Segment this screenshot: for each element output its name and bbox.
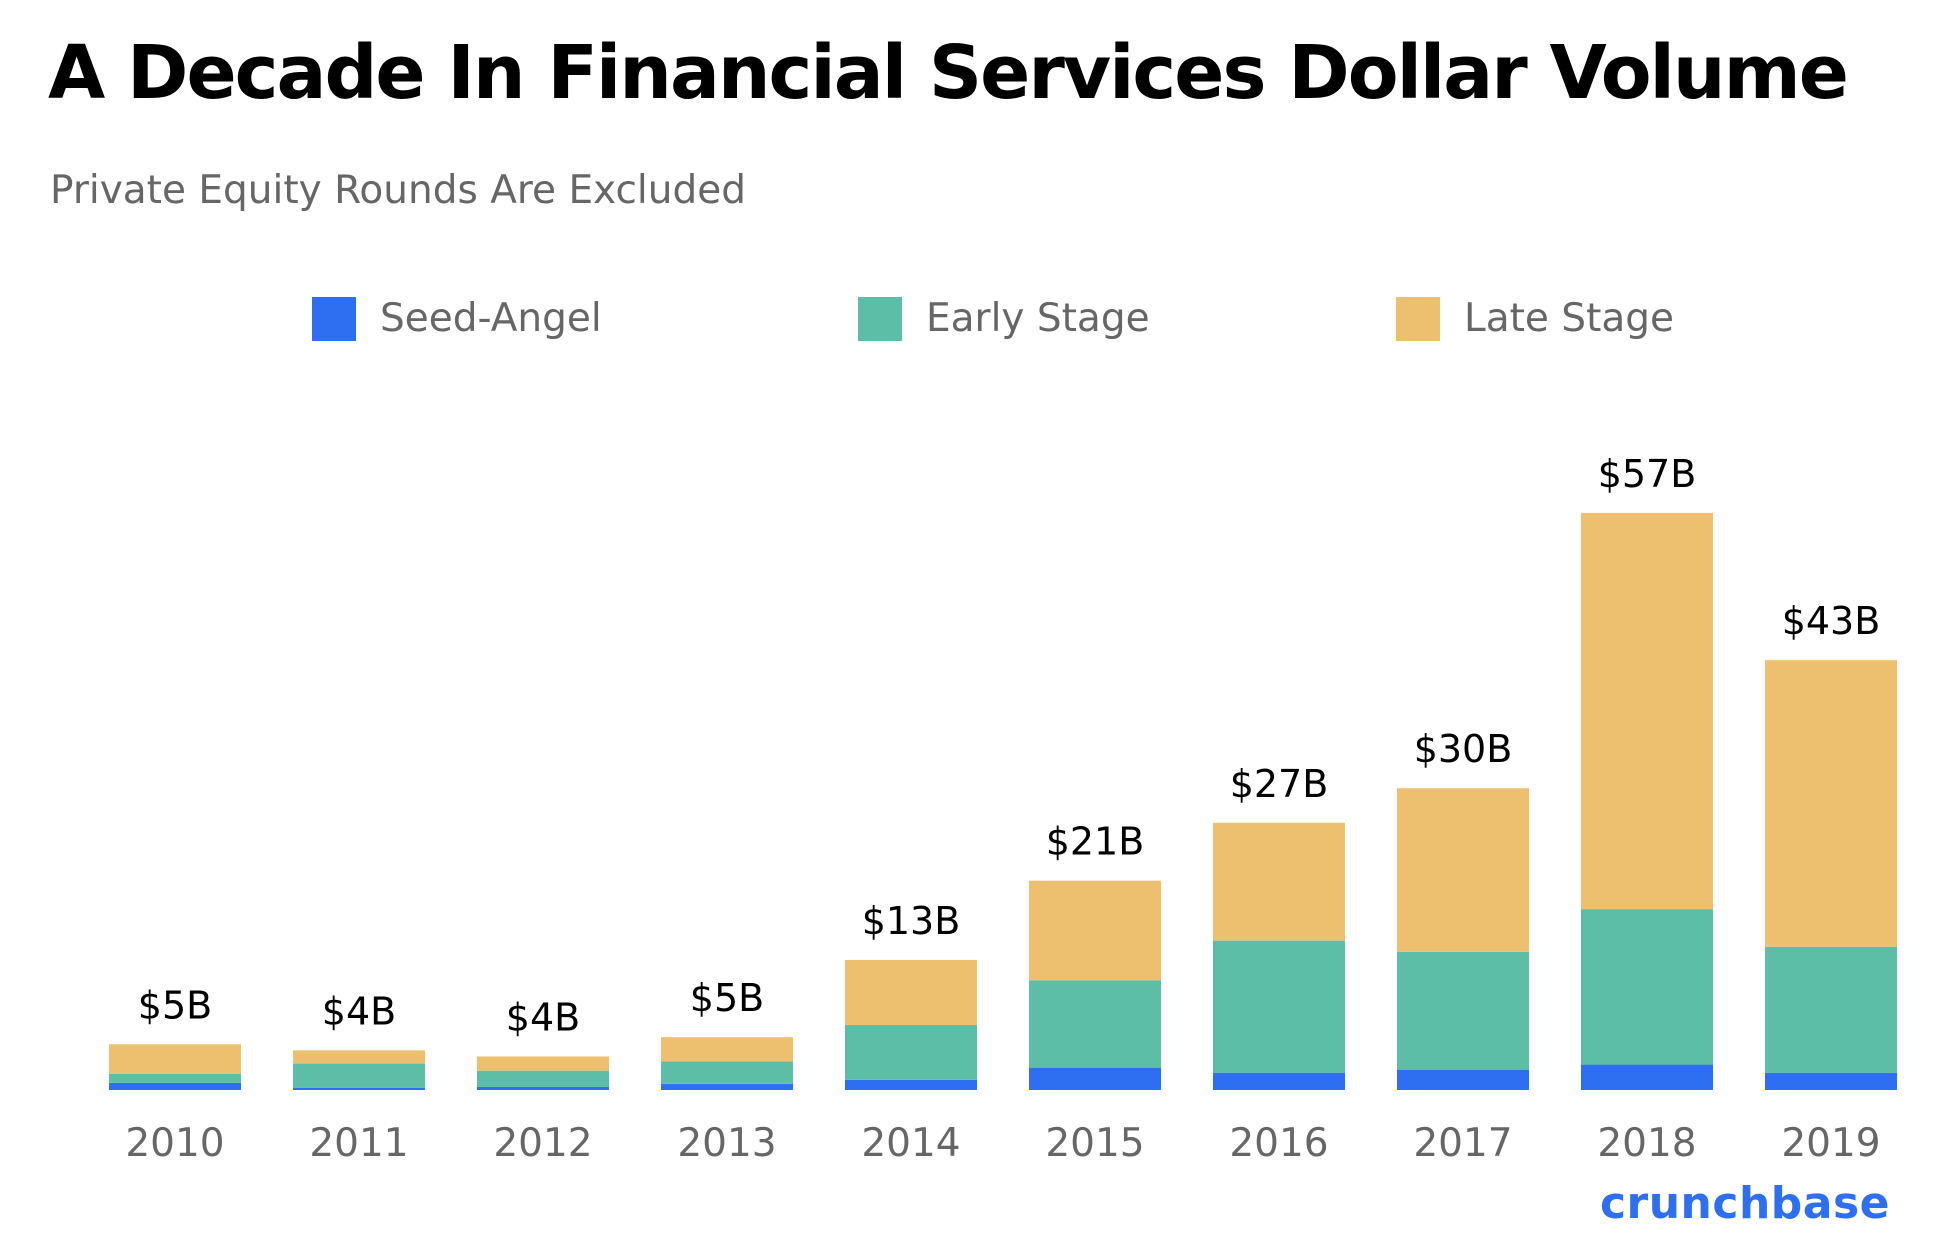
legend-label-late-stage: Late Stage: [1464, 296, 1675, 341]
bar-late-stage-2011: [293, 1050, 425, 1064]
legend-swatch-late-stage: [1396, 296, 1440, 341]
bar-seed-angel-2018: [1581, 1064, 1713, 1090]
x-tick-label-2018: 2018: [1597, 1121, 1696, 1166]
bar-early-stage-2015: [1029, 980, 1161, 1068]
bar-early-stage-2012: [477, 1070, 609, 1087]
bar-seed-angel-2014: [845, 1079, 977, 1090]
data-label-2015: $21B: [1046, 820, 1145, 864]
legend-item-seed-angel: Seed-Angel: [312, 296, 602, 341]
x-tick-label-2019: 2019: [1781, 1121, 1880, 1166]
legend-item-early-stage: Early Stage: [858, 296, 1150, 341]
chart-title: A Decade In Financial Services Dollar Vo…: [48, 30, 1849, 116]
x-tick-label-2013: 2013: [677, 1121, 776, 1166]
bar-early-stage-2018: [1581, 909, 1713, 1065]
data-label-2011: $4B: [322, 989, 396, 1033]
x-tick-label-2012: 2012: [493, 1121, 592, 1166]
bar-early-stage-2017: [1397, 951, 1529, 1070]
bar-late-stage-2015: [1029, 880, 1161, 981]
bar-seed-angel-2013: [661, 1083, 793, 1090]
x-tick-label-2011: 2011: [309, 1121, 408, 1166]
legend-label-seed-angel: Seed-Angel: [380, 296, 602, 341]
data-label-2010: $5B: [138, 983, 212, 1027]
crunchbase-logo: crunchbase: [1599, 1178, 1890, 1229]
legend-item-late-stage: Late Stage: [1396, 296, 1674, 341]
data-label-2016: $27B: [1230, 762, 1329, 806]
x-tick-label-2017: 2017: [1413, 1121, 1512, 1166]
bar-late-stage-2012: [477, 1056, 609, 1071]
legend-swatch-seed-angel: [312, 296, 356, 341]
bar-early-stage-2019: [1765, 946, 1897, 1073]
data-label-2014: $13B: [862, 899, 961, 943]
bar-early-stage-2011: [293, 1063, 425, 1088]
bar-late-stage-2010: [109, 1044, 241, 1074]
bar-seed-angel-2010: [109, 1082, 241, 1090]
data-label-2013: $5B: [690, 976, 764, 1020]
bar-seed-angel-2017: [1397, 1069, 1529, 1090]
bar-seed-angel-2012: [477, 1086, 609, 1090]
data-label-2019: $43B: [1782, 599, 1881, 643]
x-tick-label-2016: 2016: [1229, 1121, 1328, 1166]
x-tick-label-2010: 2010: [125, 1121, 224, 1166]
bar-early-stage-2014: [845, 1024, 977, 1080]
chart-subtitle: Private Equity Rounds Are Excluded: [50, 168, 746, 213]
bar-late-stage-2018: [1581, 512, 1713, 910]
bar-seed-angel-2011: [293, 1087, 425, 1090]
bar-late-stage-2017: [1397, 788, 1529, 952]
data-label-2018: $57B: [1598, 452, 1697, 496]
x-tick-label-2015: 2015: [1045, 1121, 1144, 1166]
data-label-2017: $30B: [1414, 727, 1513, 771]
bar-early-stage-2013: [661, 1061, 793, 1084]
bar-early-stage-2016: [1213, 940, 1345, 1073]
data-label-2012: $4B: [506, 995, 580, 1039]
bar-seed-angel-2016: [1213, 1072, 1345, 1090]
bar-late-stage-2016: [1213, 822, 1345, 941]
bar-early-stage-2010: [109, 1073, 241, 1083]
bar-late-stage-2019: [1765, 660, 1897, 947]
bar-seed-angel-2019: [1765, 1072, 1897, 1090]
bar-late-stage-2014: [845, 959, 977, 1025]
legend-label-early-stage: Early Stage: [926, 296, 1150, 341]
bar-seed-angel-2015: [1029, 1067, 1161, 1090]
legend: Seed-Angel Early Stage Late Stage: [0, 296, 1950, 348]
legend-swatch-early-stage: [858, 296, 902, 341]
bar-late-stage-2013: [661, 1037, 793, 1062]
x-tick-label-2014: 2014: [861, 1121, 960, 1166]
